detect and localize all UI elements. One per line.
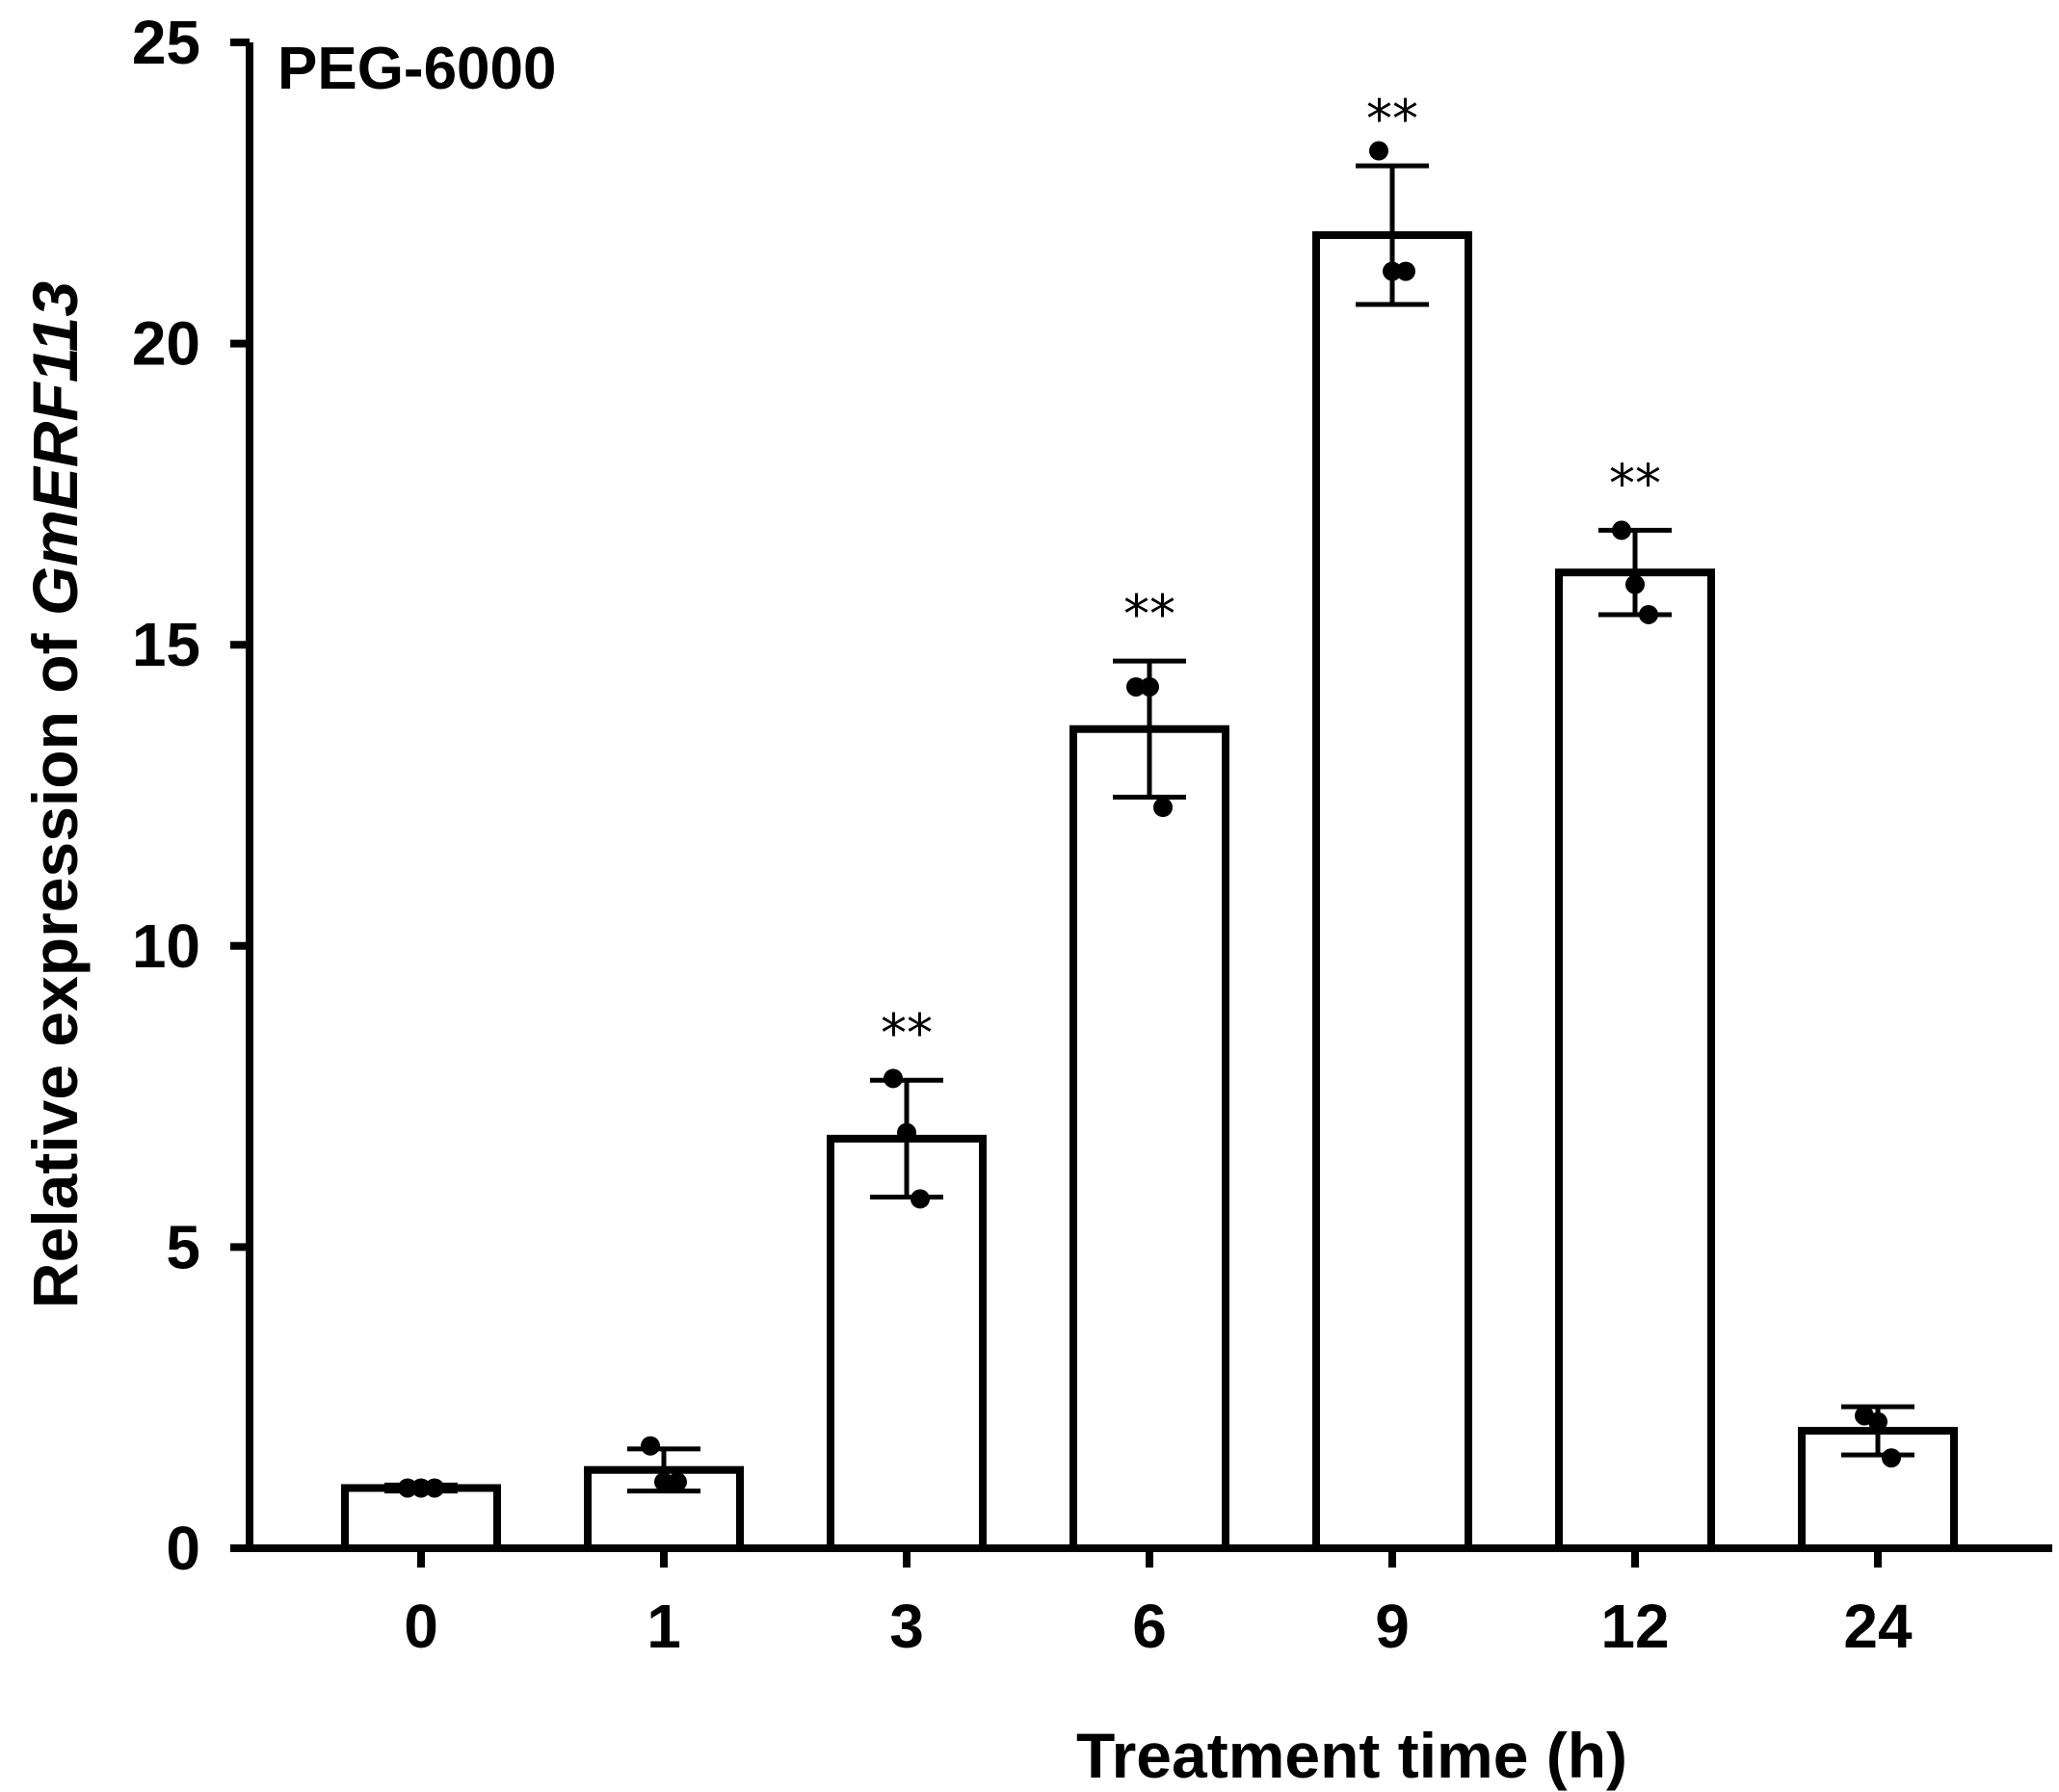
significance-marker: ** bbox=[1366, 89, 1418, 149]
replicate-point bbox=[897, 1122, 916, 1143]
y-tick-label: 5 bbox=[166, 1212, 200, 1281]
x-tick-label: 3 bbox=[889, 1592, 924, 1661]
replicate-point bbox=[1868, 1411, 1887, 1432]
error-bars-layer bbox=[384, 163, 1914, 1494]
y-axis-title: Relative expression of GmERF113 bbox=[19, 281, 91, 1308]
replicate-point bbox=[654, 1472, 673, 1492]
replicate-point bbox=[398, 1478, 417, 1498]
replicate-point bbox=[411, 1478, 431, 1498]
panel-label: PEG-6000 bbox=[277, 36, 557, 102]
replicate-point bbox=[425, 1478, 444, 1498]
x-axis-title: Treatment time (h) bbox=[1076, 1720, 1627, 1791]
y-tick-label: 15 bbox=[132, 610, 200, 679]
bar bbox=[1069, 725, 1229, 1552]
x-tick-label: 24 bbox=[1843, 1592, 1913, 1661]
y-axis-title-prefix: Relative expression of bbox=[19, 616, 91, 1308]
replicate-point bbox=[1396, 261, 1415, 281]
significance-marker: ** bbox=[1609, 453, 1661, 514]
x-tick-label: 1 bbox=[647, 1592, 681, 1661]
y-tick-label: 0 bbox=[166, 1514, 200, 1583]
replicate-point bbox=[884, 1068, 903, 1089]
y-ticks-layer: 0 5 10 15 20 25 bbox=[132, 8, 250, 1583]
replicate-point bbox=[641, 1436, 660, 1456]
y-tick-label: 25 bbox=[132, 8, 200, 77]
replicate-point bbox=[1625, 574, 1645, 594]
bar bbox=[1555, 568, 1715, 1552]
x-tick-label: 12 bbox=[1600, 1592, 1669, 1661]
replicate-point bbox=[1140, 676, 1159, 697]
replicate-point bbox=[1369, 141, 1388, 161]
replicate-point bbox=[1612, 520, 1631, 540]
bar bbox=[1312, 231, 1472, 1553]
significance-marker: ** bbox=[881, 1003, 933, 1064]
y-tick-label: 10 bbox=[132, 911, 200, 981]
replicate-point bbox=[1153, 798, 1173, 818]
replicate-point bbox=[1383, 261, 1402, 281]
replicate-point bbox=[1882, 1448, 1901, 1468]
replicate-point bbox=[911, 1189, 930, 1209]
x-ticks-layer: 0 1 3 6 9 12 24 bbox=[404, 1548, 1913, 1661]
replicate-points-layer bbox=[398, 141, 1901, 1498]
x-tick-label: 9 bbox=[1375, 1592, 1410, 1661]
replicate-point bbox=[668, 1472, 687, 1492]
replicate-point bbox=[1639, 604, 1658, 624]
significance-marker: ** bbox=[1123, 584, 1175, 645]
bars-layer bbox=[341, 231, 1958, 1553]
y-tick-label: 20 bbox=[132, 309, 200, 379]
y-axis-title-gene: GmERF113 bbox=[19, 281, 91, 616]
replicate-point bbox=[1126, 676, 1146, 697]
x-tick-label: 6 bbox=[1132, 1592, 1167, 1661]
x-tick-label: 0 bbox=[404, 1592, 438, 1661]
significance-layer: ** ** ** ** bbox=[881, 89, 1661, 1064]
bar bbox=[827, 1134, 987, 1552]
